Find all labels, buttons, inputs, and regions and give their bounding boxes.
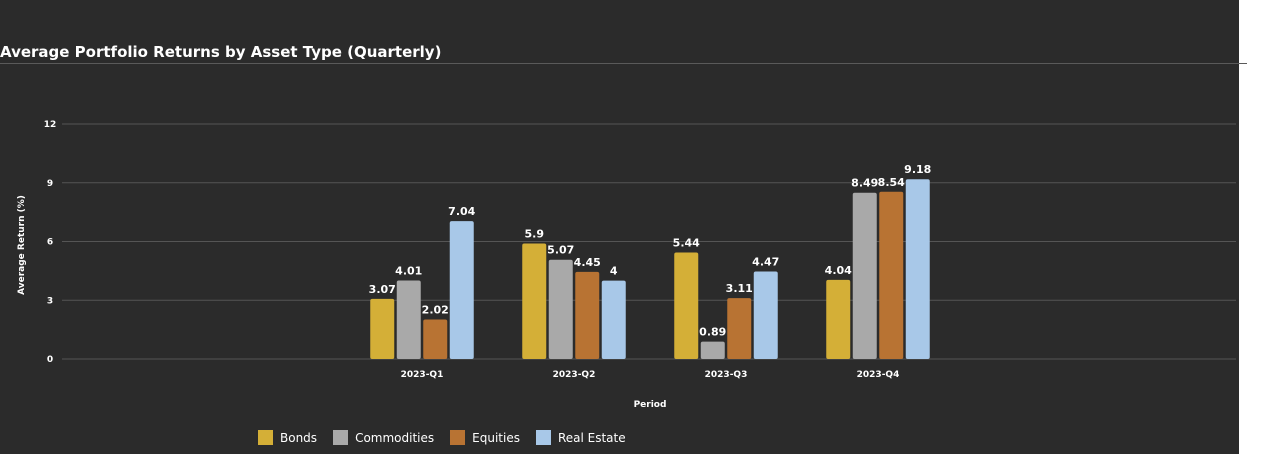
bar xyxy=(852,192,877,359)
data-label: 8.54 xyxy=(878,176,905,189)
bar xyxy=(423,319,448,359)
y-tick-label: 3 xyxy=(47,296,53,306)
data-label: 5.44 xyxy=(673,236,700,249)
legend-swatch xyxy=(450,430,466,445)
data-label: 4.47 xyxy=(752,255,779,268)
legend-item[interactable]: Real Estate xyxy=(535,430,626,445)
legend-label: Commodities xyxy=(355,430,435,445)
legend-item[interactable]: Bonds xyxy=(258,430,317,445)
y-tick-label: 9 xyxy=(47,179,53,189)
bar xyxy=(522,243,547,359)
legend-item[interactable]: Equities xyxy=(450,430,520,445)
bars xyxy=(370,179,930,359)
data-label: 5.9 xyxy=(525,227,545,240)
bar xyxy=(396,280,421,359)
legend-label: Equities xyxy=(472,430,520,445)
data-label: 0.89 xyxy=(699,326,726,339)
bar xyxy=(879,191,904,359)
bar xyxy=(601,280,626,359)
data-label: 4.01 xyxy=(395,264,422,277)
data-label: 8.49 xyxy=(851,177,878,190)
data-label: 4.45 xyxy=(574,256,601,269)
bar xyxy=(575,271,600,359)
x-tick-label: 2023-Q2 xyxy=(553,370,596,380)
y-axis-ticks: 0 3 6 9 12 xyxy=(44,120,57,365)
data-label: 7.04 xyxy=(448,205,475,218)
legend-swatch xyxy=(333,430,349,445)
y-axis-label: Average Return (%) xyxy=(17,195,27,295)
bar xyxy=(727,298,752,359)
data-label: 3.07 xyxy=(369,283,396,296)
x-tick-label: 2023-Q4 xyxy=(857,370,900,380)
y-tick-label: 12 xyxy=(44,120,57,130)
y-tick-label: 0 xyxy=(47,355,53,365)
legend-label: Real Estate xyxy=(557,430,626,445)
bar-chart: 0 3 6 9 12 3.07 4.01 2.02 7.04 5.95.074.45 4 5.44 0… xyxy=(17,120,1236,410)
data-label: 4.04 xyxy=(825,264,852,277)
legend-label: Bonds xyxy=(280,430,318,445)
legend: Bonds Commodities Equities Real Estate xyxy=(258,430,642,445)
x-tick-label: 2023-Q3 xyxy=(705,370,748,380)
x-axis-ticks: 2023-Q1 2023-Q2 2023-Q3 2023-Q4 xyxy=(401,370,900,380)
bar xyxy=(370,298,395,359)
data-labels: 3.07 4.01 2.02 7.04 5.95.074.45 4 5.44 0.89 3.11… xyxy=(369,163,932,338)
bar xyxy=(905,179,930,359)
bar xyxy=(700,341,725,359)
bar xyxy=(674,252,699,359)
bar xyxy=(449,221,474,359)
title-divider-extension xyxy=(1239,63,1247,64)
data-label: 5.07 xyxy=(547,244,574,257)
y-tick-label: 6 xyxy=(47,238,53,248)
bar xyxy=(548,259,573,359)
gridlines xyxy=(62,123,1236,360)
x-axis-label: Period xyxy=(634,400,667,410)
x-tick-label: 2023-Q1 xyxy=(401,370,444,380)
title-divider xyxy=(0,63,1239,64)
chart-panel xyxy=(0,0,1239,454)
legend-swatch xyxy=(258,430,273,445)
data-label: 4 xyxy=(610,265,618,278)
bar xyxy=(826,279,851,359)
legend-swatch xyxy=(535,430,551,445)
data-label: 2.02 xyxy=(422,303,449,316)
bar xyxy=(753,271,778,359)
data-label: 3.11 xyxy=(726,282,753,295)
legend-item[interactable]: Commodities xyxy=(333,430,434,445)
data-label: 9.18 xyxy=(904,163,931,176)
chart-title: Average Portfolio Returns by Asset Type … xyxy=(0,43,442,61)
